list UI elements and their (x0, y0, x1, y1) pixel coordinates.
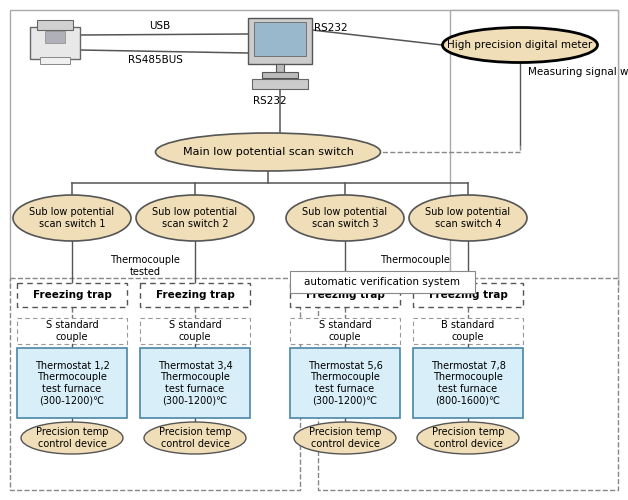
Bar (290, 348, 400, 418)
Bar (248, 18, 312, 64)
Text: RS485BUS: RS485BUS (127, 55, 183, 65)
Text: High precision digital meter: High precision digital meter (447, 40, 593, 50)
Bar (37, 20, 73, 30)
Bar (413, 348, 523, 418)
Bar (290, 271, 475, 293)
Text: Precision temp
control device: Precision temp control device (309, 427, 381, 449)
Text: Thermostat 7,8
Thermocouple
test furnace
(800-1600)℃: Thermostat 7,8 Thermocouple test furnace… (431, 360, 506, 406)
Text: Sub low potential
scan switch 2: Sub low potential scan switch 2 (153, 207, 237, 229)
Text: Freezing trap: Freezing trap (33, 290, 111, 300)
Ellipse shape (156, 133, 381, 171)
Text: Precision temp
control device: Precision temp control device (36, 427, 108, 449)
Bar (413, 318, 523, 344)
Text: Thermocouple: Thermocouple (380, 255, 450, 265)
Bar (276, 64, 284, 72)
Text: Thermostat 3,4
Thermocouple
test furnace
(300-1200)℃: Thermostat 3,4 Thermocouple test furnace… (158, 360, 232, 406)
Ellipse shape (21, 422, 123, 454)
Text: Sub low potential
scan switch 4: Sub low potential scan switch 4 (425, 207, 511, 229)
Bar (262, 72, 298, 78)
Bar (17, 283, 127, 307)
Ellipse shape (443, 28, 597, 62)
Bar (17, 348, 127, 418)
Bar (254, 22, 306, 56)
Bar (30, 27, 80, 59)
Bar (45, 31, 65, 43)
Text: Thermostat 5,6
Thermocouple
test furnace
(300-1200)℃: Thermostat 5,6 Thermocouple test furnace… (308, 360, 382, 406)
Text: B standard
couple: B standard couple (441, 320, 495, 342)
Ellipse shape (409, 195, 527, 241)
Bar (10, 278, 300, 490)
Text: Measuring signal wire: Measuring signal wire (528, 67, 628, 77)
Text: Freezing trap: Freezing trap (428, 290, 507, 300)
Text: Sub low potential
scan switch 3: Sub low potential scan switch 3 (303, 207, 387, 229)
Ellipse shape (136, 195, 254, 241)
Text: automatic verification system: automatic verification system (305, 277, 460, 287)
Bar (10, 10, 618, 287)
Bar (140, 283, 250, 307)
Ellipse shape (144, 422, 246, 454)
Bar (252, 79, 308, 89)
Ellipse shape (417, 422, 519, 454)
Bar (450, 10, 618, 287)
Text: USB: USB (149, 21, 171, 31)
Text: Sub low potential
scan switch 1: Sub low potential scan switch 1 (30, 207, 114, 229)
Ellipse shape (286, 195, 404, 241)
Bar (17, 318, 127, 344)
Text: Thermocouple
tested: Thermocouple tested (110, 255, 180, 276)
Text: S standard
couple: S standard couple (318, 320, 371, 342)
Text: S standard
couple: S standard couple (169, 320, 221, 342)
Bar (140, 318, 250, 344)
Text: Freezing trap: Freezing trap (306, 290, 384, 300)
Bar (413, 283, 523, 307)
Text: S standard
couple: S standard couple (46, 320, 99, 342)
Text: Precision temp
control device: Precision temp control device (432, 427, 504, 449)
Text: RS232: RS232 (253, 96, 287, 106)
Bar (140, 348, 250, 418)
Text: Thermostat 1,2
Thermocouple
test furnace
(300-1200)℃: Thermostat 1,2 Thermocouple test furnace… (35, 360, 109, 406)
Bar (290, 283, 400, 307)
Text: Freezing trap: Freezing trap (156, 290, 234, 300)
Bar (40, 57, 70, 64)
Text: Main low potential scan switch: Main low potential scan switch (183, 147, 354, 157)
Ellipse shape (13, 195, 131, 241)
Text: Precision temp
control device: Precision temp control device (159, 427, 231, 449)
Ellipse shape (294, 422, 396, 454)
Bar (318, 278, 618, 490)
Text: RS232: RS232 (314, 23, 348, 33)
Bar (290, 318, 400, 344)
